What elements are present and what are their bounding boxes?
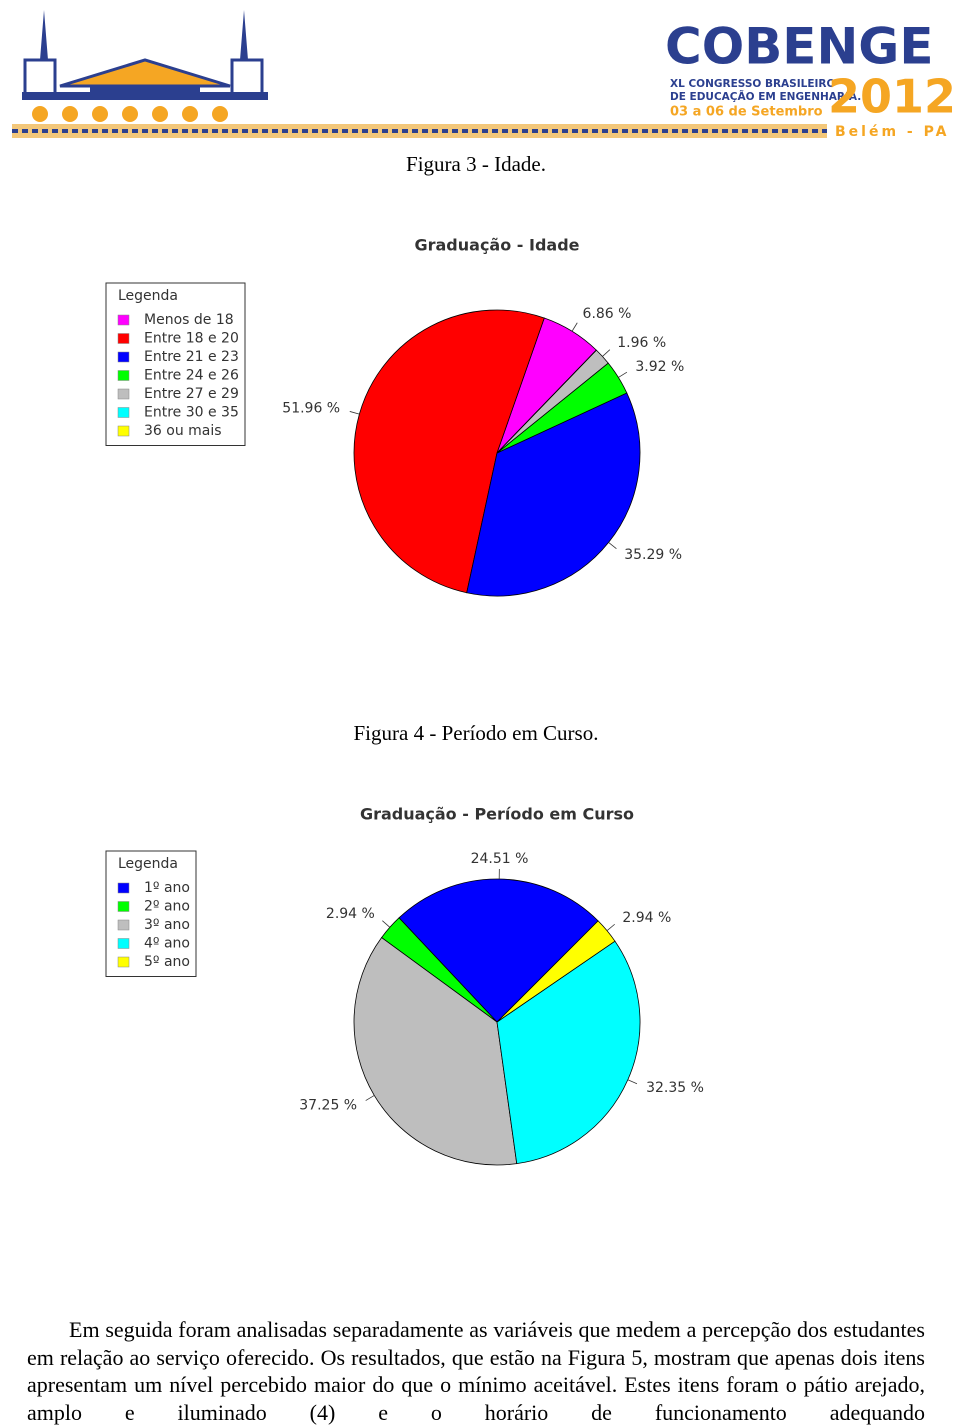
- label-leader: [349, 411, 360, 415]
- legend-label: Entre 27 e 29: [144, 386, 239, 402]
- legend-label: Menos de 18: [144, 312, 234, 328]
- logo-name: COBENGE: [665, 18, 934, 76]
- figure-caption: Figura 4 - Período em Curso.: [353, 721, 599, 745]
- label-leader: [602, 349, 611, 357]
- legend-label: Entre 18 e 20: [144, 331, 239, 347]
- legend-label: 2º ano: [144, 899, 190, 915]
- value-label: 2.94 %: [326, 906, 375, 922]
- paragraph: Em seguida foram analisadas separadament…: [27, 1317, 925, 1425]
- logo-line: DE EDUCAÇÃO EM ENGENHARIA.: [670, 90, 861, 103]
- legend-label: 1º ano: [144, 880, 190, 896]
- figure-caption: Figura 3 - Idade.: [406, 152, 546, 176]
- logo-dates: 03 a 06 de Setembro: [670, 105, 823, 120]
- value-label: 51.96 %: [282, 401, 340, 417]
- chart-title: Graduação - Período em Curso: [360, 805, 634, 824]
- label-leader: [571, 322, 578, 332]
- legend-swatch: [117, 901, 130, 912]
- legend-box: [105, 850, 197, 977]
- value-label: 24.51 %: [471, 851, 529, 867]
- value-label: 6.86 %: [583, 306, 632, 322]
- legend-swatch: [117, 407, 130, 418]
- pie-slice: [398, 878, 599, 1023]
- value-label: 1.96 %: [617, 335, 666, 351]
- header-logo-left: [12, 10, 827, 138]
- pie-slice: [353, 309, 545, 594]
- value-label: 35.29 %: [624, 547, 682, 563]
- value-label: 2.94 %: [622, 910, 671, 926]
- legend-label: 5º ano: [144, 954, 190, 970]
- legend-swatch: [117, 388, 130, 400]
- legend-title: Legenda: [118, 288, 178, 304]
- legend-swatch: [117, 425, 130, 437]
- pie-slice: [466, 392, 641, 597]
- value-label: 32.35 %: [646, 1080, 704, 1096]
- legend-swatch: [117, 351, 130, 363]
- legend-label: 4º ano: [144, 936, 190, 952]
- legend-label: Entre 24 e 26: [144, 368, 239, 384]
- legend-label: 3º ano: [144, 917, 190, 933]
- legend-swatch: [117, 370, 130, 381]
- label-leader: [608, 542, 617, 549]
- legend-title: Legenda: [118, 856, 178, 872]
- value-label: 37.25 %: [299, 1098, 357, 1114]
- legend-swatch: [117, 919, 130, 931]
- legend-label: 36 ou mais: [144, 423, 222, 439]
- value-label: 3.92 %: [635, 359, 684, 375]
- legend-swatch: [117, 938, 130, 949]
- label-leader: [606, 923, 615, 931]
- label-leader: [627, 1079, 638, 1085]
- pie-slice: [496, 920, 616, 1023]
- legend-label: Entre 30 e 35: [144, 405, 239, 421]
- label-leader: [618, 371, 628, 378]
- legend-swatch: [117, 333, 130, 344]
- legend-label: Entre 21 e 23: [144, 349, 239, 365]
- logo-line: XL CONGRESSO BRASILEIRO: [670, 78, 836, 90]
- legend-swatch: [117, 882, 130, 894]
- logo-place: Belém - PA: [835, 124, 949, 140]
- label-leader: [382, 920, 391, 928]
- legend-swatch: [117, 314, 130, 326]
- charts: Graduação - Idade 6.86 % 51.96 % 35.29 % 3.9…: [105, 236, 704, 1166]
- legend-box: [105, 282, 246, 446]
- chart-title: Graduação - Idade: [414, 236, 579, 255]
- legend-swatch: [117, 956, 130, 968]
- logo-year: 2012: [828, 70, 956, 124]
- label-leader: [365, 1095, 375, 1101]
